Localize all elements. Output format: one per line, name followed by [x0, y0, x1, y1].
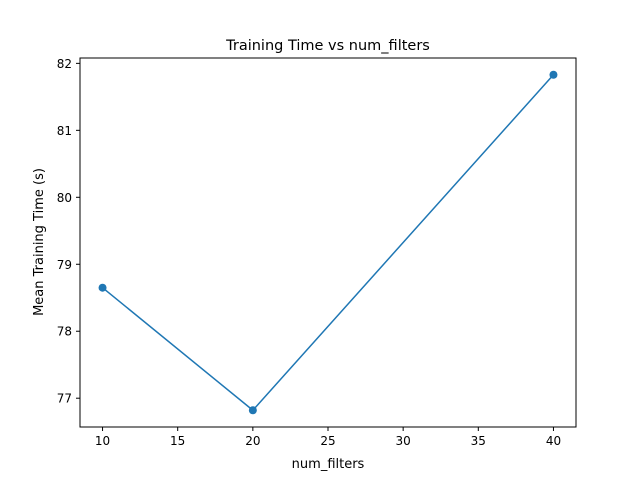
y-axis-label: Mean Training Time (s) [32, 168, 47, 316]
x-tick-label: 30 [396, 434, 411, 448]
x-tick-label: 10 [95, 434, 110, 448]
data-point [248, 406, 257, 415]
y-tick-label: 80 [57, 191, 72, 205]
x-tick-label: 35 [471, 434, 486, 448]
y-tick-label: 79 [57, 258, 72, 272]
x-tick-label: 25 [320, 434, 335, 448]
series-line [102, 74, 555, 412]
series-layer [98, 70, 558, 415]
x-axis-label: num_filters [292, 457, 365, 472]
plot-area [79, 57, 577, 428]
y-tick-label: 82 [57, 57, 72, 71]
y-tick-label: 78 [57, 325, 72, 339]
data-point [98, 283, 107, 292]
y-axis-ticks: 77 78 79 80 81 82 [57, 57, 80, 406]
x-tick-label: 15 [170, 434, 185, 448]
plot-frame [79, 57, 577, 428]
x-axis-ticks: 10 15 20 25 30 35 40 [95, 427, 561, 448]
y-tick-label: 77 [57, 392, 72, 406]
x-tick-label: 40 [546, 434, 561, 448]
y-tick-label: 81 [57, 124, 72, 138]
chart-title: Training Time vs num_filters [225, 38, 430, 54]
data-point [549, 70, 558, 79]
x-tick-label: 20 [245, 434, 260, 448]
